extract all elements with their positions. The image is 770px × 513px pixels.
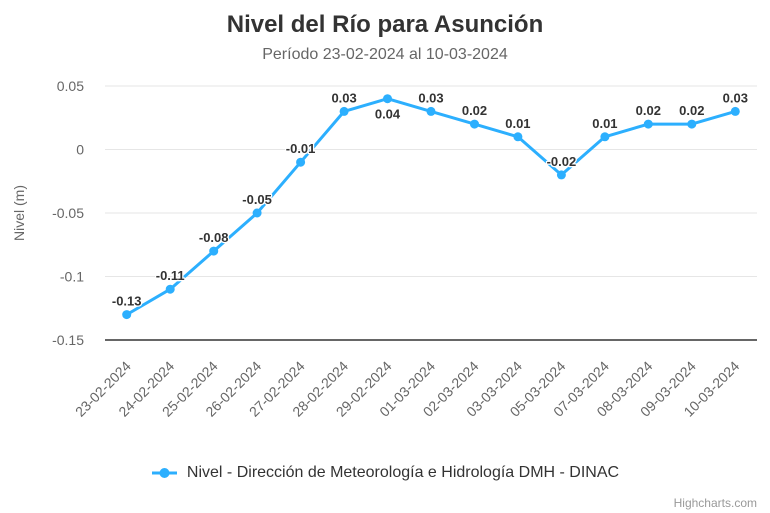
y-axis-tick-label: -0.1 xyxy=(60,269,84,285)
data-point-label: 0.03 xyxy=(418,90,443,105)
legend-item[interactable]: Nivel - Dirección de Meteorología e Hidr… xyxy=(0,461,770,485)
data-point-label: 0.02 xyxy=(679,103,704,118)
y-axis-title: Nivel (m) xyxy=(11,185,27,241)
data-point-label: 0.03 xyxy=(331,90,356,105)
data-point-marker[interactable] xyxy=(339,106,349,116)
data-point-marker[interactable] xyxy=(383,94,392,104)
data-point-marker[interactable] xyxy=(470,119,479,129)
data-point-label: -0.01 xyxy=(286,141,316,156)
data-point-label: -0.13 xyxy=(112,294,142,309)
data-point-marker[interactable] xyxy=(252,208,262,218)
chart-title: Nivel del Río para Asunción xyxy=(226,11,544,38)
data-point-marker[interactable] xyxy=(730,106,740,116)
data-point-label: 0.03 xyxy=(723,90,748,105)
data-point-marker[interactable] xyxy=(209,246,219,256)
data-point-label: 0.02 xyxy=(462,103,487,118)
data-point-label: -0.11 xyxy=(156,268,185,283)
y-axis-tick-label: 0 xyxy=(76,142,84,158)
data-point-label: 0.02 xyxy=(636,103,661,118)
chart-subtitle: Período 23-02-2024 al 10-03-2024 xyxy=(262,46,508,63)
data-point-label: 0.04 xyxy=(375,107,401,122)
highcharts-credits-link[interactable]: Highcharts.com xyxy=(673,496,757,510)
data-point-marker[interactable] xyxy=(426,106,436,116)
data-point-label: -0.05 xyxy=(242,192,272,207)
legend-series-marker-icon xyxy=(151,468,177,478)
data-point-label: 0.01 xyxy=(505,116,530,131)
data-point-label: -0.02 xyxy=(547,154,577,169)
data-point-label: -0.08 xyxy=(199,230,229,245)
data-point-marker[interactable] xyxy=(513,132,523,142)
data-point-marker[interactable] xyxy=(556,170,566,180)
data-point-marker[interactable] xyxy=(122,310,132,320)
data-point-marker[interactable] xyxy=(643,119,653,129)
y-axis-tick-label: -0.15 xyxy=(52,332,84,348)
data-point-label: 0.01 xyxy=(592,116,617,131)
data-point-marker[interactable] xyxy=(600,132,610,142)
y-axis-tick-label: -0.05 xyxy=(52,205,84,221)
legend-series-label: Nivel - Dirección de Meteorología e Hidr… xyxy=(186,464,620,481)
data-point-marker[interactable] xyxy=(165,284,175,294)
y-axis-tick-label: 0.05 xyxy=(57,78,84,94)
data-point-marker[interactable] xyxy=(296,157,306,167)
data-point-marker[interactable] xyxy=(687,119,697,129)
series-line xyxy=(125,97,737,317)
